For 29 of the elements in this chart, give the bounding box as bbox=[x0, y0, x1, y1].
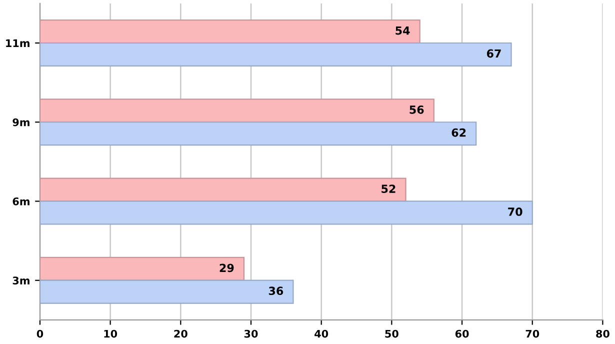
data-label: 62 bbox=[452, 128, 466, 137]
data-label: 67 bbox=[486, 49, 501, 58]
y-tick-label: 9m bbox=[12, 118, 30, 126]
data-label: 52 bbox=[382, 184, 396, 193]
data-label: 29 bbox=[220, 264, 234, 272]
bar bbox=[40, 178, 406, 202]
x-tick-label: 60 bbox=[455, 330, 469, 338]
x-tick-label: 20 bbox=[174, 330, 188, 338]
x-tick-label: 40 bbox=[314, 330, 328, 338]
bar bbox=[40, 98, 434, 123]
data-label: 70 bbox=[508, 208, 522, 216]
data-label: 36 bbox=[268, 286, 284, 296]
bar bbox=[40, 42, 512, 66]
bar bbox=[40, 200, 533, 225]
x-tick-label: 80 bbox=[596, 330, 610, 338]
x-tick-label: 30 bbox=[244, 330, 258, 338]
x-tick-label: 10 bbox=[104, 330, 118, 338]
bar bbox=[40, 280, 294, 304]
data-label: 54 bbox=[396, 26, 410, 35]
x-tick-label: 70 bbox=[526, 330, 540, 338]
x-tick-label: 50 bbox=[385, 330, 398, 338]
data-label: 56 bbox=[410, 105, 424, 114]
bar bbox=[40, 122, 477, 146]
bar bbox=[40, 256, 245, 281]
y-tick-label: 6m bbox=[12, 197, 30, 206]
x-tick-label: 0 bbox=[36, 330, 44, 338]
bar bbox=[40, 20, 420, 44]
y-tick-label: 3m bbox=[12, 276, 30, 284]
y-tick-label: 11m bbox=[6, 39, 30, 47]
